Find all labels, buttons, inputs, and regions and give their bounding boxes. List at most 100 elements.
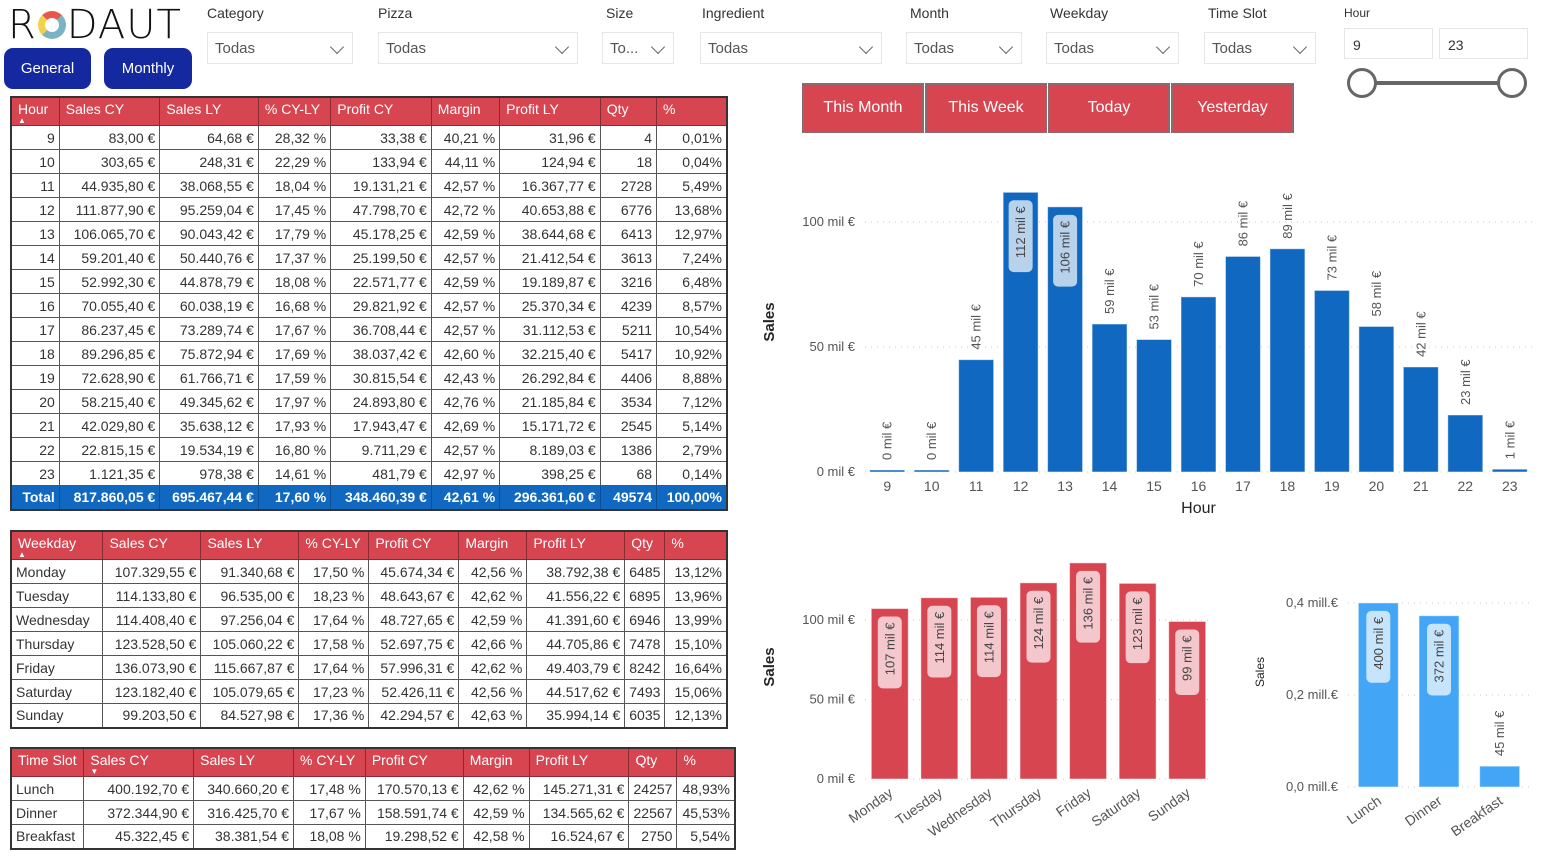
column-header-label: Qty	[635, 752, 658, 768]
bar[interactable]	[1313, 289, 1350, 473]
table-cell: 17,36 %	[298, 703, 370, 728]
bar[interactable]	[1402, 366, 1439, 473]
monthly-button[interactable]: Monthly	[104, 48, 192, 89]
hour-max-input[interactable]: 23	[1439, 28, 1528, 59]
column-header[interactable]: Sales LY	[193, 747, 294, 777]
table-cell: 42.294,57 €	[368, 703, 460, 728]
column-header[interactable]: Margin	[430, 96, 501, 126]
x-tick-label: Thursday	[987, 784, 1044, 831]
column-header[interactable]: %	[676, 747, 736, 777]
y-tick-label: 0 mil €	[817, 771, 856, 786]
logo-letter: R	[8, 2, 37, 48]
bar[interactable]	[1136, 339, 1173, 473]
column-header[interactable]: %	[664, 530, 728, 560]
column-header[interactable]: Sales CY ▼	[83, 747, 195, 777]
time-slot-dropdown[interactable]: Todas	[1204, 32, 1316, 64]
column-header[interactable]: Time Slot	[10, 747, 85, 777]
column-header-label: Sales LY	[207, 535, 263, 551]
column-header[interactable]: Weekday ▲	[10, 530, 104, 560]
column-header[interactable]: % CY-LY	[257, 96, 332, 126]
table-cell: 16	[10, 293, 60, 318]
table-row: 17 86.237,45 €73.289,74 €17,67 % 36.708,44…	[10, 317, 728, 342]
yesterday-button[interactable]: Yesterday	[1171, 83, 1294, 133]
column-header[interactable]: Profit CY	[364, 747, 464, 777]
ingredient-dropdown[interactable]: Todas	[700, 32, 882, 64]
column-header[interactable]: Margin	[458, 530, 528, 560]
bar[interactable]	[1479, 765, 1521, 788]
column-header[interactable]: Profit CY	[330, 96, 432, 126]
column-header[interactable]: Sales LY	[200, 530, 300, 560]
column-header[interactable]: Profit LY	[499, 96, 601, 126]
table-cell: 45.178,25 €	[330, 221, 432, 246]
bar[interactable]	[1224, 255, 1261, 473]
bar[interactable]	[1091, 323, 1128, 473]
column-header[interactable]: Qty	[599, 96, 658, 126]
column-header[interactable]: Sales LY	[159, 96, 259, 126]
bar[interactable]	[1491, 468, 1528, 473]
column-header[interactable]: Profit LY	[526, 530, 626, 560]
today-button[interactable]: Today	[1048, 83, 1170, 133]
column-header[interactable]: Profit CY	[368, 530, 460, 560]
data-label: 86 mil €	[1235, 200, 1250, 246]
y-axis-title: Sales	[1253, 657, 1267, 687]
table-cell: 114.133,80 €	[102, 583, 202, 608]
table-row: Sunday 99.203,50 €84.527,98 €17,36 % 42.29…	[10, 703, 728, 728]
table-cell: 115.667,87 €	[200, 655, 300, 680]
table-row: Dinner 372.344,90 €316.425,70 €17,67 % 158…	[10, 800, 736, 825]
sort-indicator-icon: ▼	[90, 767, 99, 776]
category-dropdown[interactable]: Todas	[207, 32, 353, 64]
hour-min-input[interactable]: 9	[1344, 28, 1433, 59]
column-header-label: Qty	[631, 535, 654, 551]
column-header[interactable]: % CY-LY	[298, 530, 370, 560]
hour-slider-max-handle[interactable]	[1497, 68, 1527, 98]
bar[interactable]	[1180, 296, 1217, 473]
size-dropdown[interactable]: To...	[602, 32, 674, 64]
table-cell: Sunday	[10, 703, 104, 728]
table-cell: 123.182,40 €	[102, 679, 202, 704]
general-button[interactable]: General	[4, 48, 91, 89]
table-cell: 8242	[624, 655, 666, 680]
column-header[interactable]: Qty	[624, 530, 666, 560]
hour-slider-track[interactable]	[1362, 81, 1512, 85]
total-cell: 296.361,60 €	[499, 485, 601, 510]
table-cell: 124,94 €	[499, 149, 601, 174]
column-header[interactable]: Hour ▲	[10, 96, 60, 126]
table-cell: 13	[10, 221, 60, 246]
table-cell: 2545	[599, 413, 658, 438]
table-cell: Lunch	[10, 776, 85, 801]
table-cell: 68	[599, 461, 658, 486]
pizza-dropdown[interactable]: Todas	[378, 32, 578, 64]
month-dropdown[interactable]: Todas	[906, 32, 1022, 64]
table-row: 19 72.628,90 €61.766,71 €17,59 % 30.815,54…	[10, 365, 728, 390]
column-header[interactable]: Qty	[628, 747, 678, 777]
table-header-row: Hour ▲ Sales CY Sales LY % CY-LY Profit CY Mar…	[10, 96, 728, 126]
table-cell: 303,65 €	[58, 149, 161, 174]
table-cell: 4406	[599, 365, 658, 390]
dropdown-value: To...	[610, 39, 639, 57]
bar[interactable]	[1447, 414, 1484, 473]
column-header[interactable]: Profit LY	[528, 747, 630, 777]
bar[interactable]	[958, 359, 995, 473]
column-header[interactable]: % CY-LY	[292, 747, 366, 777]
data-label-background	[927, 605, 952, 678]
bar[interactable]	[1269, 248, 1306, 473]
column-header[interactable]: %	[656, 96, 728, 126]
weekday-dropdown[interactable]: Todas	[1046, 32, 1179, 64]
bar[interactable]	[869, 469, 906, 473]
total-cell: 100,00%	[656, 485, 728, 510]
column-header[interactable]: Sales CY	[58, 96, 161, 126]
table-cell: 38.644,68 €	[499, 221, 601, 246]
hour-slider-min-handle[interactable]	[1347, 68, 1377, 98]
table-cell: 0,14%	[656, 461, 728, 486]
column-header[interactable]: Margin	[462, 747, 530, 777]
bar[interactable]	[913, 469, 950, 473]
table-cell: 32.215,40 €	[499, 341, 601, 366]
column-header[interactable]: Sales CY	[102, 530, 202, 560]
table-cell: 49.403,79 €	[526, 655, 626, 680]
column-header-label: Qty	[606, 101, 629, 117]
this-week-button[interactable]: This Week	[925, 83, 1047, 133]
bar[interactable]	[1358, 325, 1395, 473]
y-axis-title: Sales	[761, 647, 778, 686]
table-cell: 3534	[599, 389, 658, 414]
this-month-button[interactable]: This Month	[802, 83, 924, 133]
